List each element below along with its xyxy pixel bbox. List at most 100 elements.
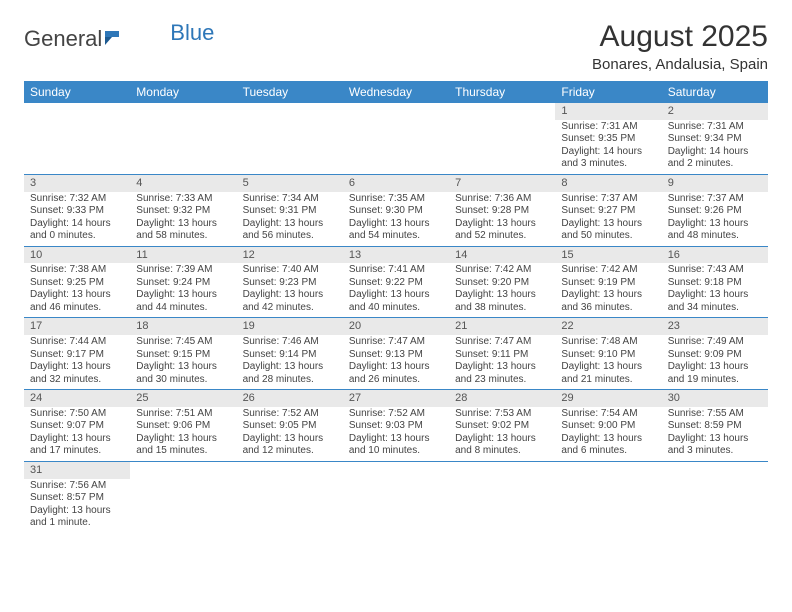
- daylight-text: Daylight: 13 hours and 38 minutes.: [455, 289, 549, 314]
- calendar-day-cell: 25Sunrise: 7:51 AMSunset: 9:06 PMDayligh…: [130, 390, 236, 462]
- calendar-week-row: 24Sunrise: 7:50 AMSunset: 9:07 PMDayligh…: [24, 390, 768, 462]
- day-body: Sunrise: 7:42 AMSunset: 9:20 PMDaylight:…: [449, 263, 555, 317]
- day-number: 14: [449, 247, 555, 264]
- daylight-text: Daylight: 13 hours and 1 minute.: [30, 505, 124, 530]
- day-number: 25: [130, 390, 236, 407]
- day-number: 21: [449, 318, 555, 335]
- day-body: Sunrise: 7:33 AMSunset: 9:32 PMDaylight:…: [130, 192, 236, 246]
- calendar-day-cell: [24, 103, 130, 174]
- sunrise-text: Sunrise: 7:49 AM: [668, 336, 762, 349]
- daylight-text: Daylight: 13 hours and 48 minutes.: [668, 218, 762, 243]
- calendar-day-cell: 5Sunrise: 7:34 AMSunset: 9:31 PMDaylight…: [237, 174, 343, 246]
- daylight-text: Daylight: 13 hours and 15 minutes.: [136, 433, 230, 458]
- sunset-text: Sunset: 9:20 PM: [455, 277, 549, 290]
- sunrise-text: Sunrise: 7:56 AM: [30, 480, 124, 493]
- calendar-day-cell: 8Sunrise: 7:37 AMSunset: 9:27 PMDaylight…: [555, 174, 661, 246]
- sunrise-text: Sunrise: 7:37 AM: [668, 193, 762, 206]
- day-number: 1: [555, 103, 661, 120]
- sunrise-text: Sunrise: 7:54 AM: [561, 408, 655, 421]
- weekday-header: Thursday: [449, 81, 555, 103]
- daylight-text: Daylight: 13 hours and 30 minutes.: [136, 361, 230, 386]
- daylight-text: Daylight: 13 hours and 26 minutes.: [349, 361, 443, 386]
- calendar-day-cell: [449, 103, 555, 174]
- calendar-day-cell: 3Sunrise: 7:32 AMSunset: 9:33 PMDaylight…: [24, 174, 130, 246]
- sunset-text: Sunset: 9:28 PM: [455, 205, 549, 218]
- calendar-page: General Blue August 2025 Bonares, Andalu…: [0, 0, 792, 553]
- sunset-text: Sunset: 9:25 PM: [30, 277, 124, 290]
- day-body: Sunrise: 7:36 AMSunset: 9:28 PMDaylight:…: [449, 192, 555, 246]
- sunrise-text: Sunrise: 7:42 AM: [561, 264, 655, 277]
- day-body: Sunrise: 7:31 AMSunset: 9:35 PMDaylight:…: [555, 120, 661, 174]
- sunrise-text: Sunrise: 7:55 AM: [668, 408, 762, 421]
- daylight-text: Daylight: 13 hours and 50 minutes.: [561, 218, 655, 243]
- calendar-day-cell: [237, 461, 343, 532]
- calendar-day-cell: 4Sunrise: 7:33 AMSunset: 9:32 PMDaylight…: [130, 174, 236, 246]
- day-body: Sunrise: 7:52 AMSunset: 9:05 PMDaylight:…: [237, 407, 343, 461]
- daylight-text: Daylight: 13 hours and 32 minutes.: [30, 361, 124, 386]
- calendar-day-cell: 20Sunrise: 7:47 AMSunset: 9:13 PMDayligh…: [343, 318, 449, 390]
- day-number: 12: [237, 247, 343, 264]
- sunset-text: Sunset: 9:00 PM: [561, 420, 655, 433]
- day-number: 7: [449, 175, 555, 192]
- sunrise-text: Sunrise: 7:52 AM: [349, 408, 443, 421]
- daylight-text: Daylight: 13 hours and 12 minutes.: [243, 433, 337, 458]
- day-body: Sunrise: 7:34 AMSunset: 9:31 PMDaylight:…: [237, 192, 343, 246]
- sunrise-text: Sunrise: 7:42 AM: [455, 264, 549, 277]
- sunrise-text: Sunrise: 7:39 AM: [136, 264, 230, 277]
- sunset-text: Sunset: 9:34 PM: [668, 133, 762, 146]
- sunrise-text: Sunrise: 7:36 AM: [455, 193, 549, 206]
- day-body: Sunrise: 7:50 AMSunset: 9:07 PMDaylight:…: [24, 407, 130, 461]
- sunrise-text: Sunrise: 7:31 AM: [668, 121, 762, 134]
- sunset-text: Sunset: 9:19 PM: [561, 277, 655, 290]
- day-number: 13: [343, 247, 449, 264]
- sunrise-text: Sunrise: 7:35 AM: [349, 193, 443, 206]
- daylight-text: Daylight: 13 hours and 56 minutes.: [243, 218, 337, 243]
- calendar-day-cell: 18Sunrise: 7:45 AMSunset: 9:15 PMDayligh…: [130, 318, 236, 390]
- sunset-text: Sunset: 9:22 PM: [349, 277, 443, 290]
- calendar-day-cell: 28Sunrise: 7:53 AMSunset: 9:02 PMDayligh…: [449, 390, 555, 462]
- calendar-day-cell: 31Sunrise: 7:56 AMSunset: 8:57 PMDayligh…: [24, 461, 130, 532]
- calendar-day-cell: 22Sunrise: 7:48 AMSunset: 9:10 PMDayligh…: [555, 318, 661, 390]
- daylight-text: Daylight: 13 hours and 42 minutes.: [243, 289, 337, 314]
- calendar-week-row: 1Sunrise: 7:31 AMSunset: 9:35 PMDaylight…: [24, 103, 768, 174]
- day-number: 8: [555, 175, 661, 192]
- calendar-day-cell: 16Sunrise: 7:43 AMSunset: 9:18 PMDayligh…: [662, 246, 768, 318]
- day-number: 10: [24, 247, 130, 264]
- sunset-text: Sunset: 9:15 PM: [136, 349, 230, 362]
- day-body: Sunrise: 7:51 AMSunset: 9:06 PMDaylight:…: [130, 407, 236, 461]
- day-body: Sunrise: 7:45 AMSunset: 9:15 PMDaylight:…: [130, 335, 236, 389]
- day-body: Sunrise: 7:37 AMSunset: 9:26 PMDaylight:…: [662, 192, 768, 246]
- month-title: August 2025: [592, 20, 768, 54]
- logo-flag-icon: [104, 26, 124, 52]
- day-body: Sunrise: 7:43 AMSunset: 9:18 PMDaylight:…: [662, 263, 768, 317]
- sunset-text: Sunset: 9:07 PM: [30, 420, 124, 433]
- day-body: Sunrise: 7:38 AMSunset: 9:25 PMDaylight:…: [24, 263, 130, 317]
- sunset-text: Sunset: 9:06 PM: [136, 420, 230, 433]
- daylight-text: Daylight: 13 hours and 10 minutes.: [349, 433, 443, 458]
- calendar-day-cell: 24Sunrise: 7:50 AMSunset: 9:07 PMDayligh…: [24, 390, 130, 462]
- day-number: 4: [130, 175, 236, 192]
- day-number: 28: [449, 390, 555, 407]
- daylight-text: Daylight: 13 hours and 46 minutes.: [30, 289, 124, 314]
- sunset-text: Sunset: 9:23 PM: [243, 277, 337, 290]
- logo-text-blue: Blue: [170, 20, 214, 46]
- day-number: 19: [237, 318, 343, 335]
- day-body: Sunrise: 7:31 AMSunset: 9:34 PMDaylight:…: [662, 120, 768, 174]
- sunrise-text: Sunrise: 7:47 AM: [455, 336, 549, 349]
- day-body: Sunrise: 7:47 AMSunset: 9:13 PMDaylight:…: [343, 335, 449, 389]
- sunset-text: Sunset: 9:33 PM: [30, 205, 124, 218]
- title-block: August 2025 Bonares, Andalusia, Spain: [592, 20, 768, 73]
- calendar-week-row: 3Sunrise: 7:32 AMSunset: 9:33 PMDaylight…: [24, 174, 768, 246]
- daylight-text: Daylight: 13 hours and 21 minutes.: [561, 361, 655, 386]
- sunset-text: Sunset: 9:24 PM: [136, 277, 230, 290]
- sunrise-text: Sunrise: 7:43 AM: [668, 264, 762, 277]
- day-number: 29: [555, 390, 661, 407]
- sunrise-text: Sunrise: 7:48 AM: [561, 336, 655, 349]
- sunrise-text: Sunrise: 7:41 AM: [349, 264, 443, 277]
- sunset-text: Sunset: 9:09 PM: [668, 349, 762, 362]
- calendar-day-cell: [662, 461, 768, 532]
- daylight-text: Daylight: 13 hours and 54 minutes.: [349, 218, 443, 243]
- calendar-day-cell: 9Sunrise: 7:37 AMSunset: 9:26 PMDaylight…: [662, 174, 768, 246]
- calendar-day-cell: [343, 461, 449, 532]
- calendar-week-row: 17Sunrise: 7:44 AMSunset: 9:17 PMDayligh…: [24, 318, 768, 390]
